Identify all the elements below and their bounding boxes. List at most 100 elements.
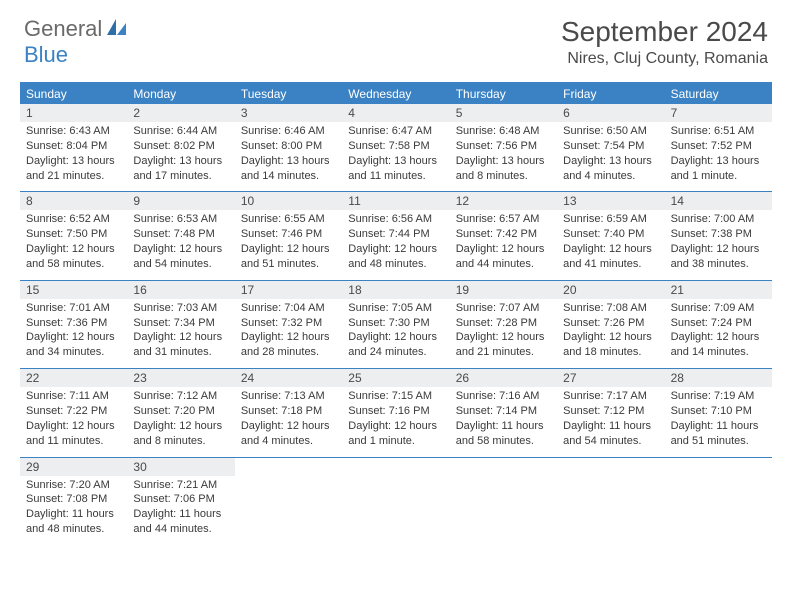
day-info: Sunrise: 7:13 AMSunset: 7:18 PMDaylight:… <box>235 387 342 456</box>
day-number: 9 <box>127 192 234 210</box>
day-number: 19 <box>450 281 557 299</box>
day-number-strip: 1234567 <box>20 104 772 122</box>
day-number: 11 <box>342 192 449 210</box>
day-info: Sunrise: 7:08 AMSunset: 7:26 PMDaylight:… <box>557 299 664 368</box>
weekday-header: Tuesday <box>235 84 342 104</box>
day-info: Sunrise: 7:17 AMSunset: 7:12 PMDaylight:… <box>557 387 664 456</box>
day-number: 6 <box>557 104 664 122</box>
day-number: 20 <box>557 281 664 299</box>
day-info <box>450 476 557 545</box>
day-number: 21 <box>665 281 772 299</box>
day-number: 28 <box>665 369 772 387</box>
week-row: 891011121314Sunrise: 6:52 AMSunset: 7:50… <box>20 192 772 280</box>
day-content-strip: Sunrise: 6:52 AMSunset: 7:50 PMDaylight:… <box>20 210 772 279</box>
weekday-header: Monday <box>127 84 234 104</box>
day-info: Sunrise: 6:56 AMSunset: 7:44 PMDaylight:… <box>342 210 449 279</box>
weekday-header-row: Sunday Monday Tuesday Wednesday Thursday… <box>20 84 772 104</box>
day-number: 23 <box>127 369 234 387</box>
day-info: Sunrise: 6:53 AMSunset: 7:48 PMDaylight:… <box>127 210 234 279</box>
weekday-header: Friday <box>557 84 664 104</box>
day-content-strip: Sunrise: 6:43 AMSunset: 8:04 PMDaylight:… <box>20 122 772 191</box>
day-info: Sunrise: 7:20 AMSunset: 7:08 PMDaylight:… <box>20 476 127 545</box>
header: General September 2024 Nires, Cluj Count… <box>0 0 792 74</box>
weekday-header: Thursday <box>450 84 557 104</box>
day-info: Sunrise: 6:46 AMSunset: 8:00 PMDaylight:… <box>235 122 342 191</box>
day-number-strip: 2930 <box>20 458 772 476</box>
day-info: Sunrise: 7:09 AMSunset: 7:24 PMDaylight:… <box>665 299 772 368</box>
day-number <box>665 458 772 476</box>
day-number: 10 <box>235 192 342 210</box>
day-number: 13 <box>557 192 664 210</box>
day-info: Sunrise: 7:12 AMSunset: 7:20 PMDaylight:… <box>127 387 234 456</box>
day-info: Sunrise: 6:59 AMSunset: 7:40 PMDaylight:… <box>557 210 664 279</box>
day-number: 29 <box>20 458 127 476</box>
day-number: 3 <box>235 104 342 122</box>
day-number: 17 <box>235 281 342 299</box>
day-content-strip: Sunrise: 7:01 AMSunset: 7:36 PMDaylight:… <box>20 299 772 368</box>
day-number: 14 <box>665 192 772 210</box>
week-row: 15161718192021Sunrise: 7:01 AMSunset: 7:… <box>20 281 772 369</box>
day-info: Sunrise: 7:00 AMSunset: 7:38 PMDaylight:… <box>665 210 772 279</box>
day-info: Sunrise: 6:52 AMSunset: 7:50 PMDaylight:… <box>20 210 127 279</box>
location: Nires, Cluj County, Romania <box>561 50 768 68</box>
day-info <box>557 476 664 545</box>
day-info: Sunrise: 6:48 AMSunset: 7:56 PMDaylight:… <box>450 122 557 191</box>
day-number: 5 <box>450 104 557 122</box>
day-info: Sunrise: 7:07 AMSunset: 7:28 PMDaylight:… <box>450 299 557 368</box>
day-number-strip: 891011121314 <box>20 192 772 210</box>
day-info: Sunrise: 6:44 AMSunset: 8:02 PMDaylight:… <box>127 122 234 191</box>
day-info: Sunrise: 6:50 AMSunset: 7:54 PMDaylight:… <box>557 122 664 191</box>
day-number: 15 <box>20 281 127 299</box>
day-number: 30 <box>127 458 234 476</box>
day-info: Sunrise: 7:11 AMSunset: 7:22 PMDaylight:… <box>20 387 127 456</box>
day-info: Sunrise: 7:04 AMSunset: 7:32 PMDaylight:… <box>235 299 342 368</box>
day-content-strip: Sunrise: 7:11 AMSunset: 7:22 PMDaylight:… <box>20 387 772 456</box>
day-info: Sunrise: 6:47 AMSunset: 7:58 PMDaylight:… <box>342 122 449 191</box>
day-number: 22 <box>20 369 127 387</box>
day-info: Sunrise: 6:51 AMSunset: 7:52 PMDaylight:… <box>665 122 772 191</box>
day-info: Sunrise: 6:57 AMSunset: 7:42 PMDaylight:… <box>450 210 557 279</box>
logo-sail-icon <box>106 17 128 42</box>
day-info: Sunrise: 7:16 AMSunset: 7:14 PMDaylight:… <box>450 387 557 456</box>
day-info <box>342 476 449 545</box>
day-number: 27 <box>557 369 664 387</box>
title-block: September 2024 Nires, Cluj County, Roman… <box>561 16 768 68</box>
day-number: 1 <box>20 104 127 122</box>
day-number: 24 <box>235 369 342 387</box>
day-number <box>342 458 449 476</box>
day-info: Sunrise: 7:15 AMSunset: 7:16 PMDaylight:… <box>342 387 449 456</box>
day-number-strip: 22232425262728 <box>20 369 772 387</box>
day-info: Sunrise: 7:03 AMSunset: 7:34 PMDaylight:… <box>127 299 234 368</box>
weekday-header: Wednesday <box>342 84 449 104</box>
calendar: Sunday Monday Tuesday Wednesday Thursday… <box>20 82 772 545</box>
day-number: 12 <box>450 192 557 210</box>
logo: General <box>24 16 130 42</box>
day-number <box>235 458 342 476</box>
day-number <box>557 458 664 476</box>
weekday-header: Saturday <box>665 84 772 104</box>
week-row: 22232425262728Sunrise: 7:11 AMSunset: 7:… <box>20 369 772 457</box>
logo-blue-wrap: Blue <box>24 42 68 68</box>
logo-word-blue: Blue <box>24 42 68 67</box>
day-number <box>450 458 557 476</box>
day-number: 7 <box>665 104 772 122</box>
day-info: Sunrise: 7:19 AMSunset: 7:10 PMDaylight:… <box>665 387 772 456</box>
month-title: September 2024 <box>561 16 768 48</box>
day-info: Sunrise: 7:21 AMSunset: 7:06 PMDaylight:… <box>127 476 234 545</box>
day-info: Sunrise: 6:43 AMSunset: 8:04 PMDaylight:… <box>20 122 127 191</box>
day-info <box>235 476 342 545</box>
day-info: Sunrise: 6:55 AMSunset: 7:46 PMDaylight:… <box>235 210 342 279</box>
week-row: 1234567Sunrise: 6:43 AMSunset: 8:04 PMDa… <box>20 104 772 192</box>
day-number: 8 <box>20 192 127 210</box>
day-number: 26 <box>450 369 557 387</box>
day-info: Sunrise: 7:05 AMSunset: 7:30 PMDaylight:… <box>342 299 449 368</box>
day-info: Sunrise: 7:01 AMSunset: 7:36 PMDaylight:… <box>20 299 127 368</box>
day-number-strip: 15161718192021 <box>20 281 772 299</box>
day-number: 4 <box>342 104 449 122</box>
logo-word-general: General <box>24 16 102 42</box>
day-number: 16 <box>127 281 234 299</box>
day-number: 18 <box>342 281 449 299</box>
weekday-header: Sunday <box>20 84 127 104</box>
day-content-strip: Sunrise: 7:20 AMSunset: 7:08 PMDaylight:… <box>20 476 772 545</box>
week-row: 2930 Sunrise: 7:20 AMSunset: 7:08 PMDayl… <box>20 458 772 545</box>
